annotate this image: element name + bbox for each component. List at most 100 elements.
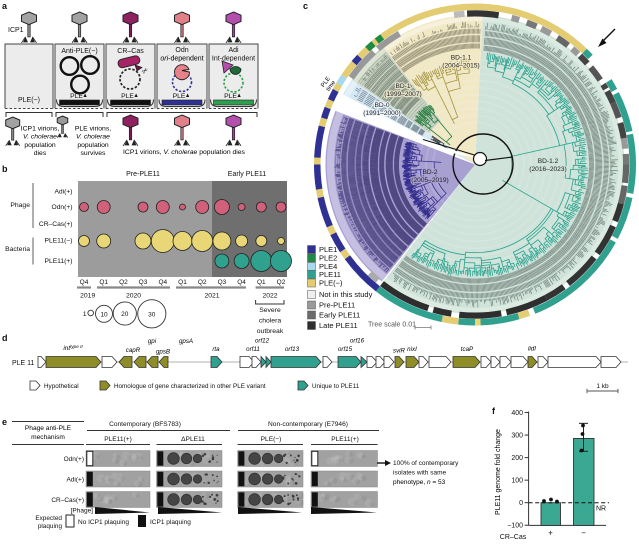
svg-text:Odn(+): Odn(+) — [52, 204, 73, 211]
svg-text:a: a — [2, 1, 8, 11]
svg-text:Homologue of gene characterize: Homologue of gene characterized in other… — [114, 383, 266, 390]
svg-text:BD-0: BD-0 — [374, 102, 389, 109]
svg-text:BD-1: BD-1 — [395, 83, 410, 90]
svg-text:plaquing: plaquing — [38, 523, 63, 530]
svg-text:2019: 2019 — [80, 293, 95, 300]
svg-text:[Phage]: [Phage] — [71, 508, 94, 515]
svg-text:orf13: orf13 — [285, 346, 300, 353]
svg-text:PLE4: PLE4 — [319, 262, 337, 271]
svg-text:d: d — [2, 333, 8, 343]
svg-text:PLE: PLE — [121, 93, 134, 100]
svg-text:(2004–2015): (2004–2015) — [442, 63, 479, 70]
svg-text:Q1: Q1 — [178, 279, 187, 286]
svg-text:NR: NR — [596, 506, 606, 513]
svg-text:Non-contemporary (E7946): Non-contemporary (E7946) — [268, 421, 348, 428]
svg-text:mechanism: mechanism — [31, 434, 65, 441]
svg-text:Late PLE11: Late PLE11 — [319, 321, 358, 330]
svg-text:sviR: sviR — [393, 348, 406, 355]
svg-text:tcaP: tcaP — [461, 346, 474, 353]
svg-text:Q4: Q4 — [237, 279, 246, 286]
svg-text:PLE11 genome fold change: PLE11 genome fold change — [495, 429, 502, 515]
svg-text:(1991–2000): (1991–2000) — [363, 110, 400, 117]
svg-text:2021: 2021 — [204, 293, 219, 300]
svg-text:Q3: Q3 — [139, 279, 148, 286]
svg-text:ICP1: ICP1 — [8, 27, 24, 34]
svg-text:Hypothetical: Hypothetical — [44, 383, 79, 390]
svg-text:20: 20 — [121, 311, 129, 318]
svg-text:(1999–2007): (1999–2007) — [384, 91, 421, 98]
svg-text:1 kb: 1 kb — [596, 383, 609, 390]
svg-text:100% of contemporary: 100% of contemporary — [393, 460, 459, 467]
svg-text:ICP1 plaquing: ICP1 plaquing — [150, 519, 191, 526]
svg-text:Expected: Expected — [35, 515, 62, 522]
svg-text:gpsB: gpsB — [156, 349, 170, 356]
svg-text:Pre-PLE11: Pre-PLE11 — [319, 301, 355, 310]
svg-text:10: 10 — [100, 311, 108, 318]
svg-text:Q4: Q4 — [80, 279, 89, 286]
svg-text:✂: ✂ — [140, 65, 151, 76]
svg-text:0: 0 — [519, 500, 523, 507]
svg-text:b: b — [2, 164, 8, 174]
svg-text:Q2: Q2 — [198, 279, 207, 286]
svg-text:c: c — [303, 1, 308, 11]
svg-text:PLE11(+): PLE11(+) — [331, 436, 359, 443]
svg-text:PLE2: PLE2 — [319, 254, 337, 263]
svg-text:inttype II: inttype II — [63, 344, 83, 352]
svg-text:PLE: PLE — [320, 76, 332, 89]
svg-text:CR–Cas: CR–Cas — [117, 48, 144, 55]
svg-text:Pre-PLE11: Pre-PLE11 — [126, 171, 160, 178]
svg-text:(2016–2023): (2016–2023) — [529, 166, 566, 173]
svg-text:Adi: Adi — [228, 47, 239, 54]
svg-text:dies: dies — [34, 150, 47, 157]
svg-text:time: time — [326, 79, 338, 92]
svg-text:ΔPLE11: ΔPLE11 — [181, 436, 205, 443]
svg-text:Q2: Q2 — [277, 279, 286, 286]
svg-text:Phage anti-PLE: Phage anti-PLE — [25, 425, 72, 432]
svg-text:BD-1.2: BD-1.2 — [538, 158, 559, 165]
svg-text:CR–Cas(+): CR–Cas(+) — [51, 497, 84, 504]
svg-text:Q1: Q1 — [99, 279, 108, 286]
svg-text:gpi: gpi — [148, 338, 157, 345]
svg-text:PLE11: PLE11 — [319, 270, 341, 279]
svg-text:population: population — [77, 142, 109, 149]
svg-text:1: 1 — [83, 311, 87, 318]
svg-text:e: e — [2, 417, 7, 427]
svg-text:BD-1.1: BD-1.1 — [451, 55, 472, 62]
svg-text:isolates with same: isolates with same — [393, 470, 446, 477]
svg-text:Bacteria: Bacteria — [5, 246, 30, 253]
svg-text:300: 300 — [511, 433, 523, 440]
svg-text:V. cholerae: V. cholerae — [76, 134, 110, 141]
svg-text:gpsA: gpsA — [179, 338, 193, 345]
svg-text:−100: −100 — [507, 523, 523, 530]
svg-text:Tree scale 0.01: Tree scale 0.01 — [368, 322, 416, 329]
svg-text:PLE: PLE — [224, 93, 237, 100]
svg-text:PLE11(+): PLE11(+) — [104, 436, 132, 443]
svg-text:400: 400 — [511, 410, 523, 417]
svg-text:100: 100 — [511, 478, 523, 485]
svg-text:PLE virions,: PLE virions, — [75, 126, 111, 133]
svg-text:orf16: orf16 — [350, 338, 365, 345]
svg-text:Unique to PLE11: Unique to PLE11 — [312, 383, 360, 390]
svg-text:orf15: orf15 — [338, 346, 353, 353]
svg-text:PLE: PLE — [70, 93, 83, 100]
svg-text:Odn(+): Odn(+) — [64, 456, 84, 463]
svg-text:Adi(+): Adi(+) — [66, 477, 84, 484]
svg-text:population: population — [24, 142, 56, 149]
svg-text:Odn: Odn — [175, 47, 188, 54]
svg-text:+: + — [548, 529, 553, 538]
svg-text:PLE(−): PLE(−) — [261, 436, 282, 443]
svg-text:survives: survives — [81, 150, 107, 157]
svg-text:Contemporary (BFS783): Contemporary (BFS783) — [109, 421, 181, 428]
svg-text:PLE(−): PLE(−) — [18, 97, 40, 104]
svg-text:Not in this study: Not in this study — [319, 290, 373, 299]
svg-text:−: − — [581, 529, 586, 538]
svg-text:30: 30 — [148, 311, 156, 318]
svg-text:PLE11(+): PLE11(+) — [45, 258, 73, 265]
svg-text:f: f — [492, 406, 496, 416]
svg-text:200: 200 — [511, 455, 523, 462]
svg-text:orf12: orf12 — [255, 338, 270, 345]
svg-text:Early PLE11: Early PLE11 — [228, 171, 266, 178]
svg-text:(2005–2019): (2005–2019) — [411, 177, 448, 184]
svg-text:Early PLE11: Early PLE11 — [319, 311, 360, 320]
svg-text:ICP1 virions, V. cholerae popu: ICP1 virions, V. cholerae population die… — [123, 149, 246, 156]
